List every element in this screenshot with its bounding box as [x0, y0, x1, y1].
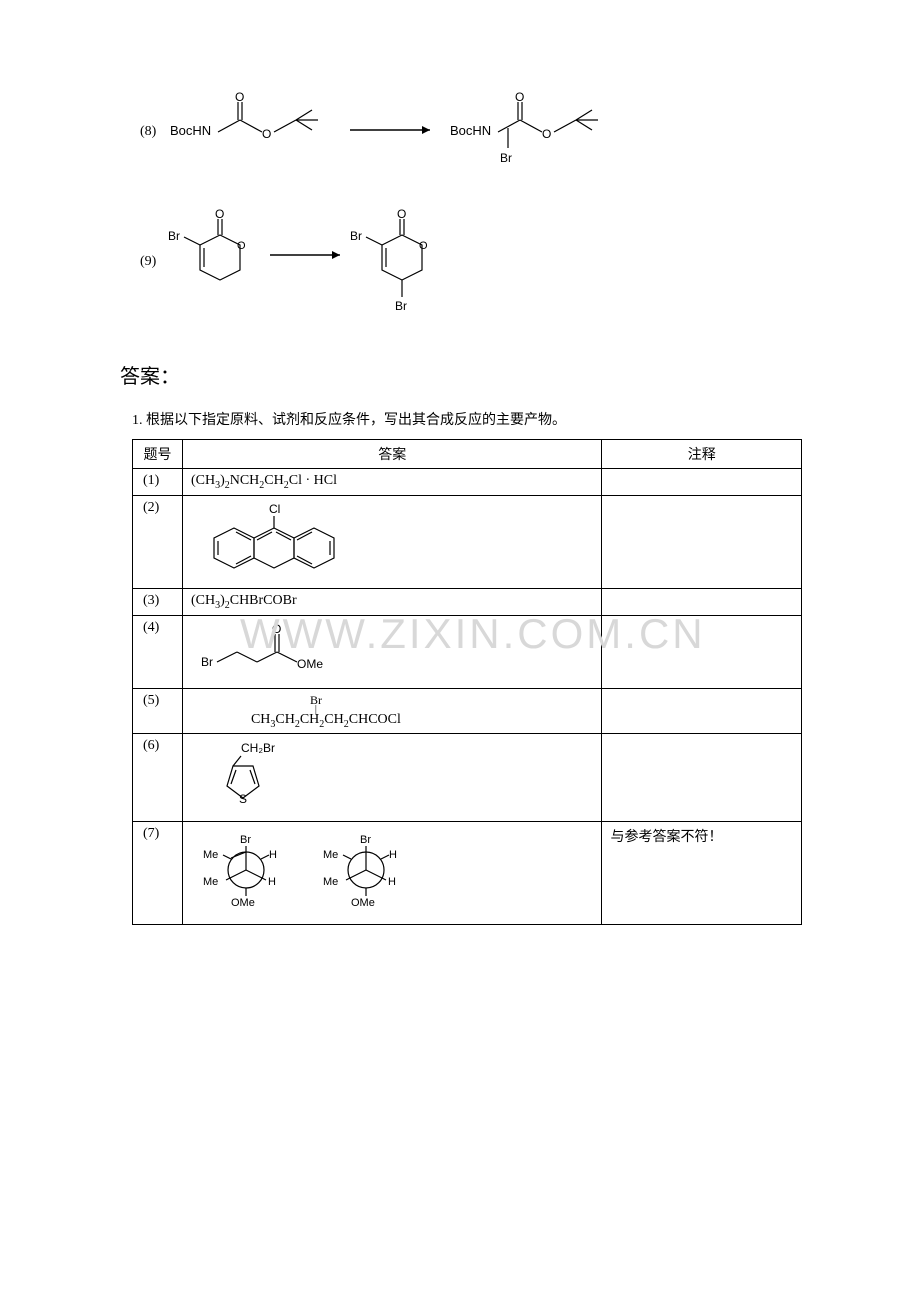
table-header-row: 题号 答案 注释	[133, 440, 802, 469]
cell-note-5	[602, 688, 802, 734]
br-9-left: Br	[168, 229, 180, 243]
formula-5: CH3CH2CH2CH2CHCOCl	[251, 712, 401, 727]
reaction-9-svg: (9) Br O O Br	[140, 205, 540, 315]
cell-num-5: (5)	[133, 688, 183, 734]
svg-text:H: H	[269, 849, 277, 861]
svg-text:Me: Me	[323, 849, 338, 861]
answers-heading: 答案：	[120, 360, 800, 389]
svg-text:H: H	[388, 876, 396, 888]
br-4: Br	[201, 655, 213, 669]
o-9-ring-r: O	[419, 240, 428, 252]
answers-table: 题号 答案 注释 (1) (CH3)2NCH2CH2Cl · HCl (2) C…	[132, 439, 802, 925]
table-row: (5) Br | CH3CH2CH2CH2CHCOCl	[133, 688, 802, 734]
cell-note-7: 与参考答案不符！	[602, 822, 802, 925]
cell-answer-7: Br Me H Me H OMe Br	[182, 822, 602, 925]
ch2br-6: CH₂Br	[241, 741, 275, 755]
svg-text:OMe: OMe	[351, 897, 375, 909]
structure-8: (8) BocHN O O BocHN	[140, 90, 800, 185]
svg-text:OMe: OMe	[231, 897, 255, 909]
header-answer: 答案	[182, 440, 602, 469]
cell-answer-2: Cl	[182, 495, 602, 588]
cell-answer-1: (CH3)2NCH2CH2Cl · HCl	[182, 469, 602, 496]
cell-note-3	[602, 588, 802, 615]
cell-note-2	[602, 495, 802, 588]
table-row: (1) (CH3)2NCH2CH2Cl · HCl	[133, 469, 802, 496]
header-num: 题号	[133, 440, 183, 469]
br-9-bottom: Br	[395, 299, 407, 313]
s-6: S	[239, 792, 247, 806]
o-double-1: O	[235, 90, 244, 104]
cl-label: Cl	[269, 502, 280, 516]
table-row: (3) (CH3)2CHBrCOBr	[133, 588, 802, 615]
cell-answer-6: CH₂Br S	[182, 734, 602, 822]
header-note: 注释	[602, 440, 802, 469]
cell-note-4	[602, 615, 802, 688]
label-9: (9)	[140, 254, 157, 269]
cell-note-6	[602, 734, 802, 822]
table-row: (4) Br O OMe	[133, 615, 802, 688]
label-8: (8)	[140, 124, 157, 139]
newman-svg: Br Me H Me H OMe Br	[191, 828, 451, 913]
thiophene-svg: CH₂Br S	[191, 740, 311, 810]
svg-text:Br: Br	[360, 834, 371, 846]
o-double-2: O	[515, 90, 524, 104]
cell-answer-5: Br | CH3CH2CH2CH2CHCOCl	[182, 688, 602, 734]
structure-9: (9) Br O O Br	[140, 205, 800, 320]
ome-4: OMe	[297, 657, 323, 671]
cell-answer-3: (CH3)2CHBrCOBr	[182, 588, 602, 615]
cell-num-4: (4)	[133, 615, 183, 688]
br-8: Br	[500, 151, 512, 165]
svg-text:Me: Me	[203, 876, 218, 888]
cell-answer-4: Br O OMe	[182, 615, 602, 688]
svg-text:Me: Me	[323, 876, 338, 888]
cell-num-2: (2)	[133, 495, 183, 588]
o-9-top-l: O	[215, 207, 224, 221]
instruction-text: 1. 根据以下指定原料、试剂和反应条件，写出其合成反应的主要产物。	[132, 409, 800, 429]
reaction-8-svg: (8) BocHN O O BocHN	[140, 90, 700, 180]
table-row: (7) Br Me H Me	[133, 822, 802, 925]
o-ester-2: O	[542, 127, 551, 141]
cell-num-7: (7)	[133, 822, 183, 925]
br-9-right-top: Br	[350, 229, 362, 243]
formula-1: (CH3)2NCH2CH2Cl · HCl	[191, 473, 337, 488]
cell-num-1: (1)	[133, 469, 183, 496]
svg-text:H: H	[268, 876, 276, 888]
page-content: (8) BocHN O O BocHN	[0, 0, 920, 925]
svg-text:H: H	[389, 849, 397, 861]
o-9-ring-l: O	[237, 240, 246, 252]
cell-note-1	[602, 469, 802, 496]
formula-3: (CH3)2CHBrCOBr	[191, 593, 297, 608]
anthracene-svg: Cl	[191, 502, 361, 577]
bochn-left: BocHN	[170, 123, 211, 138]
bochn-right: BocHN	[450, 123, 491, 138]
svg-text:Br: Br	[240, 834, 251, 846]
o-4-top: O	[272, 622, 281, 636]
top-structures: (8) BocHN O O BocHN	[140, 90, 800, 320]
br-ester-svg: Br O OMe	[191, 622, 371, 677]
table-row: (6) CH₂Br S	[133, 734, 802, 822]
svg-text:Me: Me	[203, 849, 218, 861]
o-9-top-r: O	[397, 207, 406, 221]
cell-num-6: (6)	[133, 734, 183, 822]
o-ester-1: O	[262, 127, 271, 141]
cell-num-3: (3)	[133, 588, 183, 615]
table-row: (2) Cl	[133, 495, 802, 588]
